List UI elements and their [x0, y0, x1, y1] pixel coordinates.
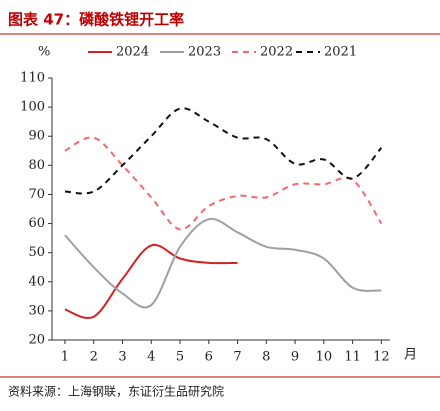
y-axis-label: % — [38, 45, 50, 60]
x-tick-label: 10 — [316, 350, 333, 365]
series-line — [64, 136, 383, 231]
y-tick-label: 90 — [28, 129, 45, 144]
series-line — [64, 243, 238, 319]
x-axis-label: 月 — [404, 348, 417, 363]
chart-title: 图表 47：磷酸铁锂开工率 — [8, 11, 184, 29]
x-tick-label: 11 — [344, 350, 361, 365]
y-tick-label: 30 — [28, 303, 45, 318]
x-tick-label: 7 — [233, 350, 241, 365]
series-line — [64, 107, 383, 195]
y-tick-label: 80 — [28, 158, 45, 173]
legend-label: 2021 — [324, 45, 357, 60]
legend-label: 2024 — [116, 45, 149, 60]
y-tick-label: 100 — [20, 100, 45, 115]
x-tick-label: 1 — [61, 350, 69, 365]
y-tick-label: 110 — [20, 71, 45, 86]
source-note: 资料来源：上海钢联，东证衍生品研究院 — [8, 384, 224, 399]
x-tick-label: 9 — [291, 350, 299, 365]
y-tick-label: 50 — [28, 245, 45, 260]
y-tick-label: 70 — [28, 187, 45, 202]
x-tick-label: 5 — [176, 350, 184, 365]
x-tick-label: 8 — [262, 350, 270, 365]
legend-label: 2023 — [188, 45, 221, 60]
x-tick-label: 3 — [118, 350, 126, 365]
legend-label: 2022 — [260, 45, 293, 60]
y-tick-label: 20 — [28, 333, 45, 348]
y-tick-label: 60 — [28, 216, 45, 231]
x-tick-label: 4 — [147, 350, 155, 365]
x-tick-label: 6 — [205, 350, 213, 365]
x-tick-label: 2 — [90, 350, 98, 365]
y-tick-label: 40 — [28, 274, 45, 289]
x-tick-label: 12 — [373, 350, 390, 365]
series-line — [64, 217, 382, 309]
